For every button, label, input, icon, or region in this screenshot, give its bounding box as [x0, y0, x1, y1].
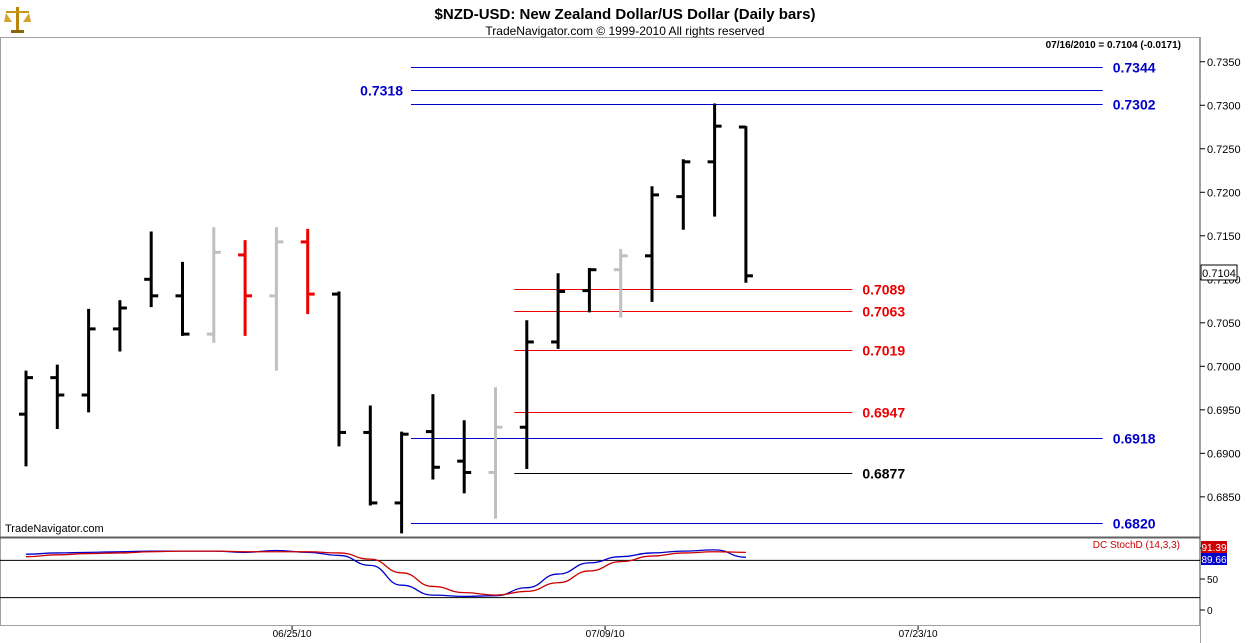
price-bars — [19, 103, 753, 534]
brass-scale-icon — [4, 7, 31, 33]
price-bar — [332, 291, 346, 447]
level-label: 0.7344 — [1113, 60, 1156, 76]
level-label: 0.6820 — [1113, 516, 1156, 532]
price-bar — [519, 320, 534, 469]
price-bar — [81, 308, 96, 413]
price-bar — [363, 405, 378, 506]
y-tick-label: 0.7150 — [1207, 231, 1241, 243]
d-value-box — [1201, 553, 1227, 565]
price-bar — [144, 231, 159, 308]
price-bar — [645, 186, 659, 302]
price-bar — [582, 267, 597, 313]
price-bar — [300, 228, 315, 315]
level-label: 0.7019 — [862, 343, 905, 359]
x-tick-label: 06/25/10 — [273, 629, 312, 640]
level-label: 0.7063 — [862, 304, 905, 320]
level-label: 0.7089 — [862, 282, 905, 298]
k-value-label: 91.39 — [1201, 543, 1226, 554]
price-bar — [676, 159, 691, 230]
y-tick-label: 0.6850 — [1207, 492, 1241, 504]
chart-frame — [0, 37, 1200, 626]
price-bar — [238, 240, 253, 336]
date-axis — [0, 626, 1200, 643]
price-bar — [488, 387, 503, 519]
y-tick-label: 0.7000 — [1207, 361, 1241, 373]
stochastic-line — [25, 550, 746, 596]
d-value-label: 89.66 — [1201, 555, 1226, 566]
price-bar — [269, 227, 284, 371]
copyright-text: TradeNavigator.com © 1999-2010 All right… — [485, 24, 764, 38]
level-label: 0.6918 — [1113, 431, 1156, 447]
price-bar — [206, 227, 221, 343]
y-tick-label: 0.7350 — [1207, 57, 1241, 69]
price-bar — [394, 431, 409, 534]
chart-title: $NZD-USD: New Zealand Dollar/US Dollar (… — [435, 6, 816, 23]
y-tick-label: 0.7050 — [1207, 318, 1241, 330]
last-quote: 07/16/2010 = 0.7104 (-0.0171) — [1046, 40, 1181, 51]
y-tick-label: 0.6950 — [1207, 405, 1241, 417]
level-label: 0.6947 — [862, 405, 905, 421]
price-bar — [551, 273, 566, 349]
level-label: 0.6877 — [862, 466, 905, 482]
level-label: 0.7302 — [1113, 97, 1156, 113]
last-price-box — [1200, 264, 1238, 281]
last-price-label: 0.7104 — [1202, 268, 1236, 280]
k-value-box — [1201, 541, 1227, 554]
level-label: 0.7318 — [360, 83, 403, 99]
x-axis: 06/25/10 07/09/10 07/23/10 — [273, 626, 938, 640]
y-tick-label: 0.6900 — [1207, 448, 1241, 460]
price-bar — [738, 125, 753, 283]
x-tick-label: 07/09/10 — [586, 629, 625, 640]
indicator-tick-label: 0 — [1207, 606, 1213, 617]
price-bar — [112, 300, 127, 352]
indicator-name: DC StochD (14,3,3) — [1093, 540, 1180, 551]
x-tick-label: 07/23/10 — [899, 629, 938, 640]
price-bar — [19, 370, 33, 467]
y-tick-label: 0.7300 — [1207, 100, 1241, 112]
price-bar — [707, 103, 722, 217]
price-bar — [175, 261, 190, 336]
price-bar — [457, 420, 472, 494]
y-tick-label: 0.7250 — [1207, 144, 1241, 156]
price-bar — [613, 248, 628, 318]
price-bar — [425, 394, 440, 480]
y-tick-label: 0.7200 — [1207, 187, 1241, 199]
price-bar — [50, 364, 65, 429]
indicator-tick-label: 50 — [1207, 575, 1219, 586]
watermark: TradeNavigator.com — [5, 523, 104, 535]
